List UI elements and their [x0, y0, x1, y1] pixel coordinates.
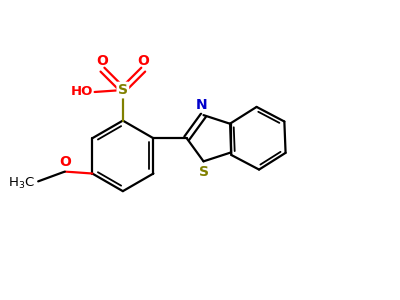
Text: H$_3$C: H$_3$C [8, 176, 35, 191]
Text: HO: HO [70, 85, 93, 98]
Text: S: S [118, 83, 128, 97]
Text: S: S [198, 165, 208, 179]
Text: O: O [60, 155, 72, 169]
Text: O: O [96, 54, 108, 68]
Text: O: O [137, 54, 149, 68]
Text: N: N [196, 98, 207, 112]
